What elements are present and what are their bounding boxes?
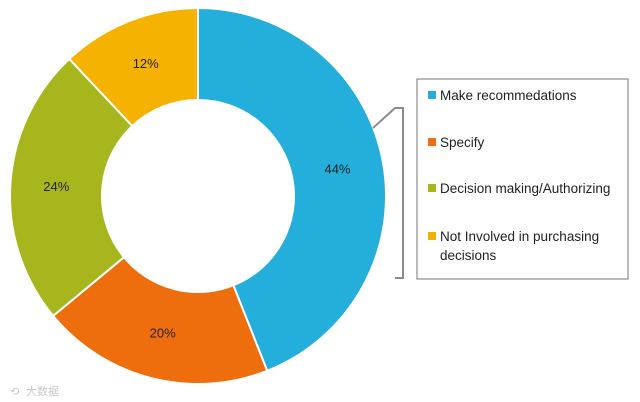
legend-swatch-0: [428, 91, 436, 99]
data-label-0: 44%: [324, 161, 350, 176]
legend-swatch-2: [428, 184, 436, 192]
slice-0: [197, 6, 387, 373]
slice-1: [51, 255, 269, 385]
legend-label-3: Not Involved in purchasing: [440, 229, 599, 244]
data-label-3: 12%: [133, 56, 159, 71]
slice-3: [67, 6, 199, 128]
data-labels-group: 44% 20% 24% 12%: [43, 56, 351, 341]
slices-group: [9, 6, 387, 385]
legend: Make recommedations Specify Decision makin…: [428, 88, 610, 263]
data-label-2: 24%: [43, 179, 69, 194]
legend-label-0: Make recommedations: [440, 88, 577, 103]
legend-bracket: [372, 107, 404, 279]
legend-box: [416, 78, 629, 280]
legend-swatch-1: [428, 138, 436, 146]
slice-2: [9, 57, 134, 318]
data-label-1: 20%: [150, 326, 176, 341]
watermark-text: 大数据: [26, 384, 59, 398]
legend-label-2: Decision making/Authorizing: [440, 181, 610, 196]
legend-swatch-3: [428, 232, 436, 240]
watermark: ⟲ 大数据: [10, 384, 59, 398]
watermark-icon: ⟲: [10, 385, 19, 398]
legend-label-1: Specify: [440, 135, 485, 150]
legend-label-3-line-1: decisions: [440, 248, 497, 263]
